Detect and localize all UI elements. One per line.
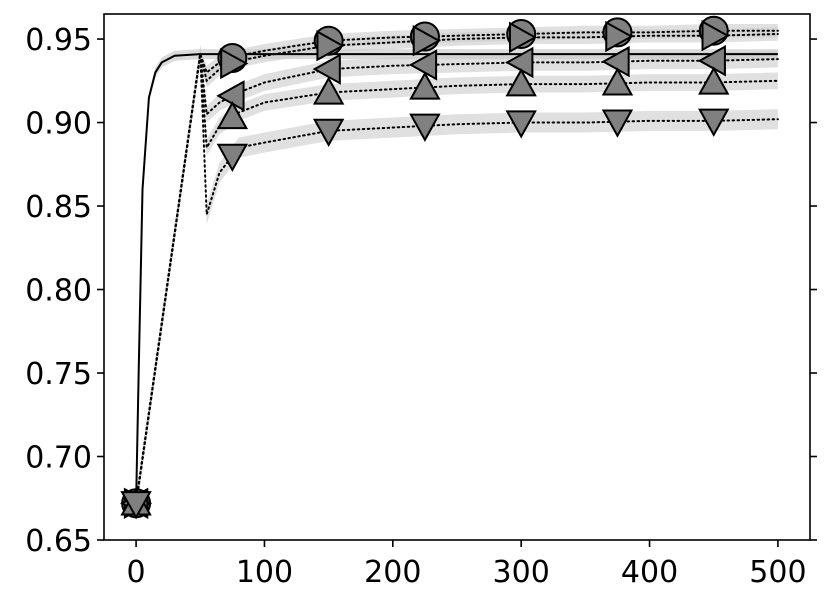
series-3-marker-6 <box>601 45 630 78</box>
series-2-marker-4 <box>412 25 441 57</box>
y-tick-label-2: 0.75 <box>25 357 92 392</box>
x-tick-label-400: 400 <box>621 555 678 590</box>
series-3-marker-2 <box>216 80 245 112</box>
series-4-marker-7 <box>698 66 730 95</box>
series-line-1 <box>135 29 779 505</box>
series-markers <box>120 15 730 520</box>
series-3-marker-7 <box>697 45 726 77</box>
x-tick-label-300: 300 <box>493 555 550 590</box>
x-tick-label-100: 100 <box>236 555 293 590</box>
series-5-marker-1 <box>120 491 152 520</box>
series-5-marker-4 <box>409 113 441 142</box>
series-5-marker-2 <box>216 143 249 172</box>
series-line-5 <box>135 53 779 505</box>
y-tick-label-1: 0.70 <box>25 441 92 476</box>
series-5-marker-3 <box>312 118 345 147</box>
series-line-2 <box>135 33 779 505</box>
series-line-4 <box>135 53 779 505</box>
series-5-marker-7 <box>698 108 730 137</box>
x-tick-label-0: 0 <box>127 555 146 590</box>
series-2-marker-6 <box>605 20 634 53</box>
series-2-marker-7 <box>701 20 730 52</box>
plot-frame <box>103 13 811 541</box>
series-3-marker-5 <box>505 46 534 79</box>
y-tick-label-3: 0.80 <box>25 274 92 309</box>
series-2-marker-3 <box>316 30 345 62</box>
series-4-marker-4 <box>409 71 441 100</box>
y-tick-label-6: 0.95 <box>25 23 92 58</box>
x-axis-ticks: 0 100 200 300 400 500 <box>127 540 807 590</box>
y-tick-label-5: 0.90 <box>25 107 92 142</box>
y-tick-label-4: 0.85 <box>25 190 92 225</box>
y-axis-ticks: 0.65 0.70 0.75 0.80 0.85 0.90 0.95 <box>25 23 817 559</box>
series-3-marker-4 <box>408 49 438 81</box>
series-3-marker-3 <box>312 53 341 85</box>
series-4-marker-6 <box>601 67 634 96</box>
x-tick-label-200: 200 <box>364 555 421 590</box>
series-2-marker-2 <box>220 47 249 80</box>
x-tick-label-500: 500 <box>749 555 806 590</box>
series-line-3 <box>135 53 779 505</box>
series-5-marker-6 <box>601 109 634 138</box>
series-4-marker-3 <box>312 76 345 105</box>
y-tick-label-0: 0.65 <box>25 524 92 559</box>
series-5-marker-5 <box>505 110 537 139</box>
series-4-marker-5 <box>505 68 537 97</box>
series-4-marker-2 <box>216 100 249 130</box>
series-2-marker-5 <box>508 21 538 54</box>
